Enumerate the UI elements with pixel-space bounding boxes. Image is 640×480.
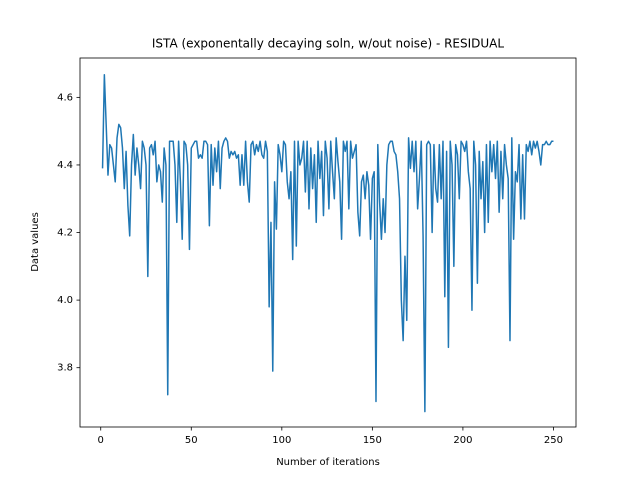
y-axis-label: Data values [30,212,41,272]
x-axis-label: Number of iterations [276,457,380,468]
data-line [101,73,554,413]
chart-title: ISTA (exponentally decaying soln, w/out … [152,37,505,51]
y-tick-label: 4.6 [57,92,73,103]
x-tick-label: 100 [272,435,291,446]
axes-frame [79,57,577,428]
y-tick-label: 4.4 [57,160,73,171]
y-tick-label: 4.0 [57,295,73,306]
x-tick-label: 50 [185,435,198,446]
x-tick-label: 250 [544,435,563,446]
x-tick-label: 0 [98,435,104,446]
x-tick-label: 200 [453,435,472,446]
x-tick-label: 150 [363,435,382,446]
y-tick-label: 3.8 [57,363,73,374]
y-tick-label: 4.2 [57,228,73,239]
